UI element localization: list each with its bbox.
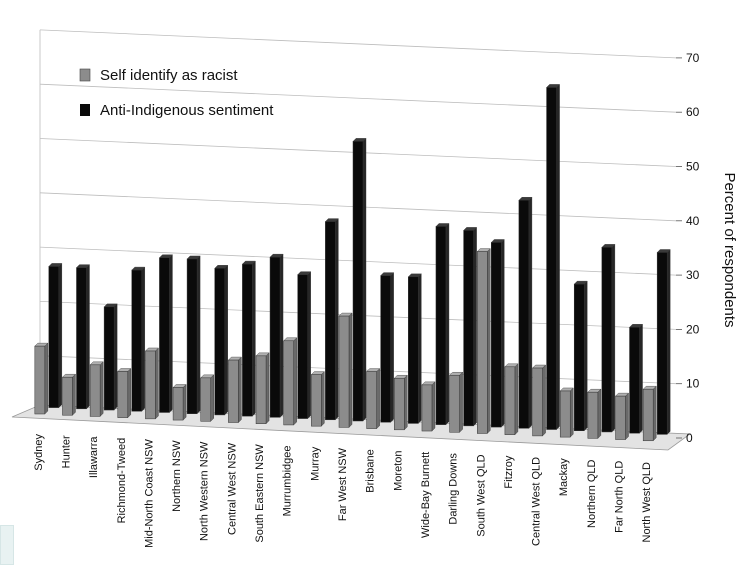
gridline: [39, 83, 677, 113]
bar-self-identify: [89, 361, 104, 417]
bar-self-identify: [642, 385, 657, 442]
y-tick-label: 40: [686, 214, 700, 228]
legend-label-anti-indigenous: Anti-Indigenous sentiment: [100, 102, 274, 119]
bar-anti-indigenous: [407, 273, 422, 424]
bar-anti-indigenous: [103, 303, 118, 411]
category-label: Richmond-Tweed: [116, 438, 128, 524]
bar-self-identify: [144, 347, 159, 420]
category-label: Moreton: [392, 451, 404, 491]
category-label: Northern NSW: [171, 440, 183, 512]
bar-self-identify: [615, 392, 630, 441]
category-label: Brisbane: [365, 449, 377, 492]
y-tick-label: 70: [686, 51, 700, 65]
bar-anti-indigenous: [435, 222, 450, 426]
bar-self-identify: [227, 356, 242, 423]
bar-anti-indigenous: [629, 323, 644, 434]
bar-self-identify: [366, 368, 381, 430]
category-label: Central West QLD: [531, 457, 543, 546]
category-label: Far North QLD: [614, 461, 626, 533]
y-tick-label: 60: [686, 105, 700, 119]
bar-self-identify: [559, 387, 574, 438]
bar-self-identify: [310, 371, 325, 427]
y-tick-label: 30: [686, 268, 700, 282]
category-label: South Eastern NSW: [254, 444, 266, 543]
bar-anti-indigenous: [490, 238, 505, 428]
category-label: Wide-Bay Burnett: [420, 452, 432, 538]
legend-label-self-identify: Self identify as racist: [100, 67, 238, 84]
bar-self-identify: [504, 363, 519, 436]
y-axis-title: Percent of respondents: [721, 172, 738, 327]
category-label: Sydney: [33, 434, 45, 471]
bar-anti-indigenous: [352, 137, 367, 422]
bar-anti-indigenous: [75, 264, 90, 410]
y-tick-label: 20: [686, 322, 700, 336]
category-label: Mackay: [558, 458, 570, 496]
category-label: South West QLD: [475, 454, 487, 536]
bar-anti-indigenous: [186, 255, 201, 415]
category-label: Far West NSW: [337, 447, 349, 521]
bar-anti-indigenous: [241, 260, 256, 417]
bar-self-identify: [393, 374, 408, 431]
category-label: North West QLD: [641, 462, 653, 543]
category-label: Hunter: [61, 435, 73, 468]
bar-anti-indigenous: [324, 218, 339, 421]
x-axis-labels: Sydney Hunter Illawarra Richmond-Tweed Mid-N…: [33, 434, 653, 548]
bar-anti-indigenous: [380, 272, 395, 423]
bar-self-identify: [476, 248, 491, 434]
bar-self-identify: [338, 312, 353, 428]
bar-self-identify: [255, 352, 270, 425]
bar-self-identify: [283, 337, 298, 426]
bar-anti-indigenous: [573, 280, 588, 432]
corner-decoration: [0, 525, 14, 565]
y-axis-ticks: 0 10 20 30 40 50 60 70: [676, 51, 700, 445]
legend-swatch-self-identify: [79, 68, 91, 82]
bar-anti-indigenous: [158, 254, 173, 413]
category-label: Fitzroy: [503, 455, 515, 489]
legend-swatch-anti-indigenous: [80, 104, 90, 116]
bar-self-identify: [421, 381, 436, 432]
bar-anti-indigenous: [546, 83, 561, 431]
bar-self-identify: [61, 373, 76, 416]
category-label: Central West NSW: [226, 442, 238, 535]
bar-anti-indigenous: [463, 226, 478, 427]
category-label: Illawarra: [88, 436, 100, 478]
legend: Self identify as racist Anti-Indigenous …: [79, 67, 274, 119]
bar-self-identify: [200, 374, 215, 422]
category-label: Murrumbidgee: [282, 446, 294, 517]
bar-anti-indigenous: [48, 262, 63, 409]
bar-anti-indigenous: [656, 249, 671, 435]
bar-self-identify: [449, 371, 464, 433]
category-label: Darling Downs: [448, 453, 460, 525]
y-tick-label: 50: [686, 160, 700, 174]
bar-self-identify: [34, 342, 49, 415]
y-tick-label: 10: [686, 377, 700, 391]
category-label: North Western NSW: [199, 441, 211, 541]
bar-self-identify: [587, 388, 602, 439]
bar-anti-indigenous: [131, 266, 146, 412]
bar-anti-indigenous: [518, 196, 533, 429]
bar-anti-indigenous: [297, 271, 312, 420]
bar-anti-indigenous: [601, 243, 616, 433]
gridline: [39, 29, 677, 59]
bar-anti-indigenous: [269, 253, 284, 418]
bar-self-identify: [532, 364, 547, 437]
bar-self-identify: [172, 384, 187, 421]
category-label: Murray: [309, 446, 321, 481]
bar-anti-indigenous: [214, 264, 229, 416]
bar-self-identify: [117, 368, 132, 419]
y-tick-label: 0: [686, 431, 693, 445]
category-label: Mid-North Coast NSW: [143, 438, 155, 547]
bars-layer: [34, 83, 671, 442]
category-label: Northern QLD: [586, 459, 598, 528]
